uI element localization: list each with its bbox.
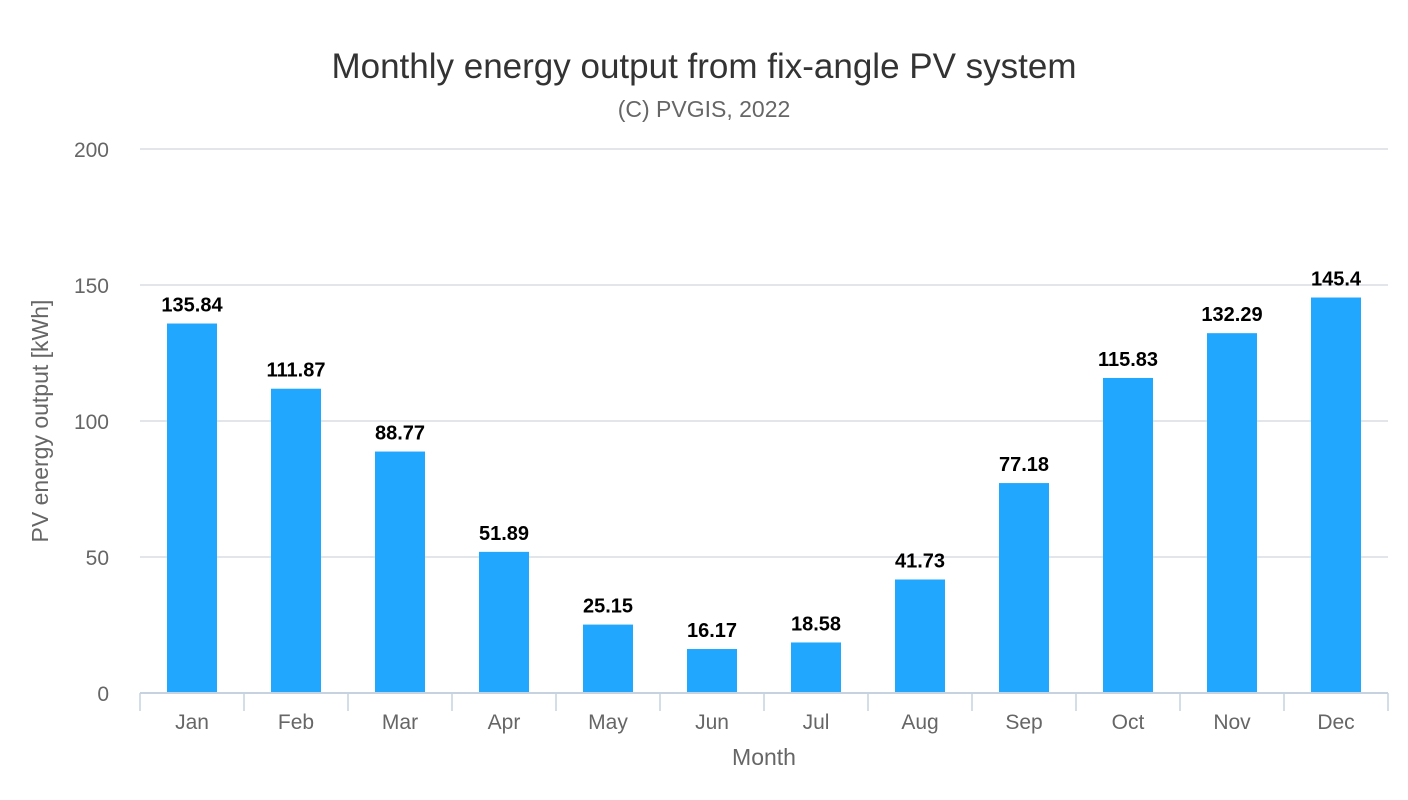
- bar: [791, 642, 841, 693]
- bar: [479, 551, 529, 693]
- y-tick-label: 150: [74, 275, 109, 298]
- y-tick-label: 100: [74, 411, 109, 434]
- x-tick-label: Sep: [1005, 711, 1042, 734]
- bar: [999, 483, 1049, 693]
- data-label: 18.58: [791, 613, 841, 635]
- bar: [271, 388, 321, 693]
- y-tick-label: 0: [97, 683, 109, 706]
- data-label: 88.77: [375, 423, 425, 445]
- x-tick-label: May: [588, 711, 628, 734]
- data-label: 111.87: [267, 360, 326, 382]
- gridlines: [140, 148, 1388, 558]
- data-label: 25.15: [583, 596, 633, 618]
- data-label: 41.73: [895, 550, 945, 572]
- x-axis: Jan Feb Mar Apr May Jun Jul Aug Sep Oct Nov Dec: [139, 692, 1389, 734]
- x-tick-label: Mar: [382, 711, 418, 734]
- x-tick-label: Jun: [695, 711, 729, 734]
- x-tick-label: Jan: [175, 711, 209, 734]
- chart-title: Monthly energy output from fix-angle PV …: [331, 47, 1076, 86]
- x-tick-label: Feb: [278, 711, 314, 734]
- bar: [687, 649, 737, 693]
- data-label: 145.4: [1311, 269, 1362, 291]
- bar: [375, 451, 425, 693]
- bar: [1207, 333, 1257, 693]
- chart-subtitle: (C) PVGIS, 2022: [618, 96, 791, 122]
- data-label: 135.84: [161, 295, 223, 317]
- bar: [167, 323, 217, 693]
- y-tick-label: 200: [74, 139, 109, 162]
- data-label: 132.29: [1201, 304, 1262, 326]
- data-label: 16.17: [687, 620, 737, 642]
- x-tick-label: Nov: [1213, 711, 1251, 734]
- y-tick-label: 50: [86, 547, 109, 570]
- bar: [895, 579, 945, 693]
- x-tick-label: Apr: [488, 711, 521, 734]
- data-label: 77.18: [999, 454, 1049, 476]
- x-tick-label: Dec: [1317, 711, 1354, 734]
- data-label: 51.89: [479, 523, 529, 545]
- data-label: 115.83: [1098, 349, 1158, 371]
- x-tick-label: Oct: [1112, 711, 1145, 734]
- y-axis-ticks: 0 50 100 150 200: [74, 139, 109, 706]
- bar: [1103, 377, 1153, 693]
- bar: [583, 624, 633, 693]
- x-axis-label: Month: [732, 744, 796, 770]
- bar: [1311, 297, 1361, 693]
- x-tick-label: Aug: [901, 711, 938, 734]
- y-axis-label: PV energy output [kWh]: [27, 300, 53, 543]
- data-labels: 135.84 111.87 88.77 51.89 25.15 16.17 18.58 41.…: [161, 269, 1361, 643]
- bars: [167, 297, 1361, 693]
- x-tick-label: Jul: [803, 711, 830, 734]
